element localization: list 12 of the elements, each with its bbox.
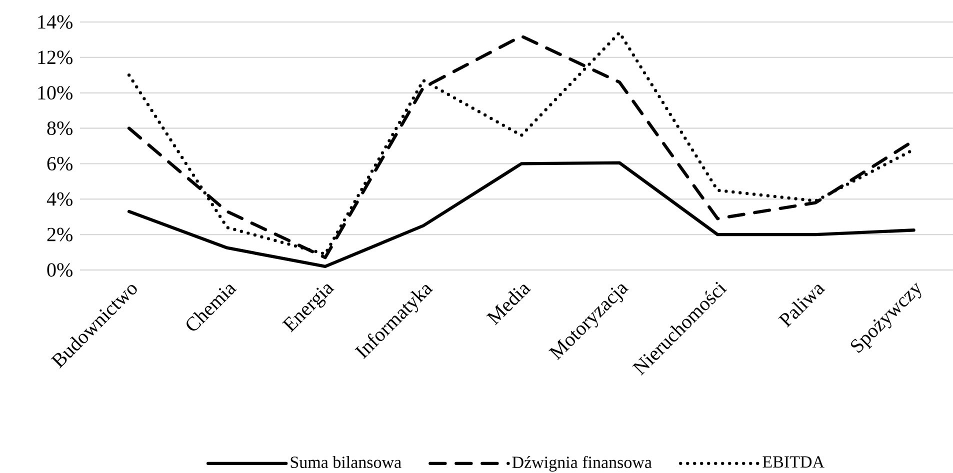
legend-label: Dźwignia finansowa (512, 456, 652, 472)
legend-label: EBITDA (762, 456, 824, 468)
y-tick-label: 6% (47, 156, 72, 170)
legend-label: Suma bilansowa (290, 456, 402, 468)
line-series (127, 161, 916, 268)
y-tick-label: 8% (47, 122, 72, 136)
y-tick-label: 4% (46, 192, 72, 206)
y-tick-label: 10% (38, 86, 72, 100)
y-tick-label: 12% (38, 50, 72, 64)
y-tick-label: 14% (38, 15, 72, 29)
y-tick-label: 0% (47, 263, 72, 277)
y-tick-label: 2% (47, 228, 72, 242)
